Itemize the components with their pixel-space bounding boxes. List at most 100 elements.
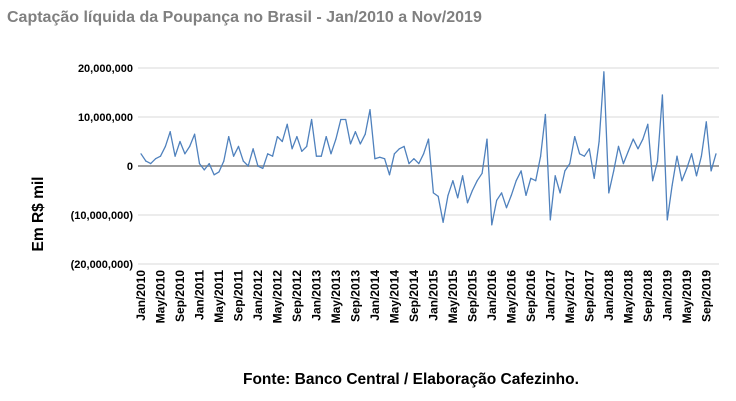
data-point bbox=[457, 197, 459, 199]
x-tick-label: Sep/2014 bbox=[407, 270, 421, 322]
data-point bbox=[574, 136, 576, 138]
data-point bbox=[218, 171, 220, 173]
data-point bbox=[252, 148, 254, 150]
data-point bbox=[150, 163, 152, 165]
data-point bbox=[559, 192, 561, 194]
data-point bbox=[272, 155, 274, 157]
data-point bbox=[228, 136, 230, 138]
x-tick-label: May/2017 bbox=[563, 270, 577, 324]
x-tick-label: Sep/2011 bbox=[232, 270, 246, 322]
x-tick-label: Sep/2016 bbox=[524, 270, 538, 322]
data-point bbox=[715, 153, 717, 155]
data-point bbox=[686, 167, 688, 169]
data-point bbox=[510, 194, 512, 196]
data-point bbox=[189, 145, 191, 147]
x-tick-label: Jan/2019 bbox=[660, 270, 674, 321]
y-tick-label: (20,000,000) bbox=[71, 259, 134, 271]
data-point bbox=[179, 140, 181, 143]
data-point bbox=[398, 148, 400, 150]
data-point bbox=[374, 158, 376, 160]
data-point bbox=[705, 121, 707, 123]
x-tick-label: Jan/2018 bbox=[602, 270, 616, 321]
data-point bbox=[155, 158, 157, 160]
x-tick-label: May/2011 bbox=[212, 270, 226, 323]
x-tick-label: Jan/2017 bbox=[543, 270, 557, 321]
data-point bbox=[501, 192, 503, 194]
data-point bbox=[388, 174, 391, 176]
data-point bbox=[340, 118, 342, 121]
data-point bbox=[379, 156, 381, 158]
source-note: Fonte: Banco Central / Elaboração Cafezi… bbox=[243, 371, 579, 388]
data-point bbox=[237, 145, 240, 147]
data-point bbox=[564, 170, 566, 172]
data-point bbox=[354, 131, 356, 133]
data-point bbox=[359, 143, 361, 145]
x-tick-label: May/2016 bbox=[504, 270, 518, 324]
data-point bbox=[311, 118, 313, 121]
data-point bbox=[642, 138, 644, 140]
data-point bbox=[194, 133, 196, 135]
data-point bbox=[384, 158, 386, 160]
data-point bbox=[505, 207, 508, 209]
data-point bbox=[403, 145, 405, 147]
data-point bbox=[432, 192, 434, 194]
x-tick-label: Sep/2012 bbox=[290, 270, 304, 322]
data-points bbox=[140, 71, 717, 226]
data-point bbox=[262, 167, 264, 169]
data-point bbox=[427, 138, 430, 140]
data-point bbox=[525, 194, 527, 196]
data-point bbox=[286, 123, 288, 125]
data-point bbox=[462, 175, 464, 177]
data-point bbox=[140, 153, 142, 155]
gridlines bbox=[138, 67, 719, 265]
data-point bbox=[540, 155, 542, 157]
x-tick-label: Sep/2015 bbox=[465, 270, 479, 322]
y-tick-label: 10,000,000 bbox=[78, 112, 133, 124]
x-tick-label: May/2014 bbox=[387, 270, 401, 324]
data-point bbox=[466, 202, 469, 204]
data-point bbox=[442, 221, 444, 223]
data-point bbox=[608, 192, 610, 194]
data-point bbox=[301, 150, 303, 152]
data-point bbox=[213, 174, 215, 176]
x-tick-label: Jan/2010 bbox=[134, 270, 148, 321]
data-point bbox=[437, 195, 439, 197]
data-point bbox=[700, 155, 703, 157]
y-axis-tick-labels: (20,000,000) (10,000,000) 0 10,000,000 20,00… bbox=[71, 63, 134, 271]
x-tick-label: Sep/2018 bbox=[641, 270, 655, 322]
x-tick-label: Sep/2013 bbox=[348, 270, 362, 322]
data-point bbox=[496, 199, 498, 201]
data-point bbox=[447, 194, 449, 196]
x-tick-label: May/2012 bbox=[270, 270, 284, 324]
x-tick-label: May/2013 bbox=[329, 270, 343, 324]
data-point bbox=[515, 180, 517, 182]
data-point bbox=[330, 153, 332, 155]
y-tick-label: 0 bbox=[127, 161, 133, 173]
data-point bbox=[291, 148, 293, 150]
data-point bbox=[671, 185, 673, 187]
data-point bbox=[418, 163, 420, 165]
data-point bbox=[184, 153, 186, 155]
data-point bbox=[223, 160, 225, 162]
data-point bbox=[349, 143, 352, 145]
data-point bbox=[666, 219, 668, 221]
data-point bbox=[676, 155, 678, 157]
x-tick-label: May/2015 bbox=[446, 270, 460, 324]
data-point bbox=[169, 131, 171, 133]
data-point bbox=[613, 170, 615, 172]
data-point bbox=[622, 163, 625, 165]
data-point bbox=[530, 177, 532, 179]
x-tick-label: Sep/2017 bbox=[582, 270, 596, 322]
chart-title: Captação líquida da Poupança no Brasil -… bbox=[7, 9, 482, 26]
data-point bbox=[554, 175, 556, 177]
data-point bbox=[208, 163, 210, 165]
data-point bbox=[325, 136, 327, 138]
x-tick-label: May/2018 bbox=[621, 270, 635, 324]
data-point bbox=[306, 145, 308, 147]
data-point bbox=[198, 163, 201, 165]
data-point bbox=[569, 163, 571, 165]
y-tick-label: (10,000,000) bbox=[71, 210, 134, 222]
x-tick-label: May/2010 bbox=[154, 270, 168, 324]
x-tick-label: Jan/2012 bbox=[251, 270, 265, 321]
